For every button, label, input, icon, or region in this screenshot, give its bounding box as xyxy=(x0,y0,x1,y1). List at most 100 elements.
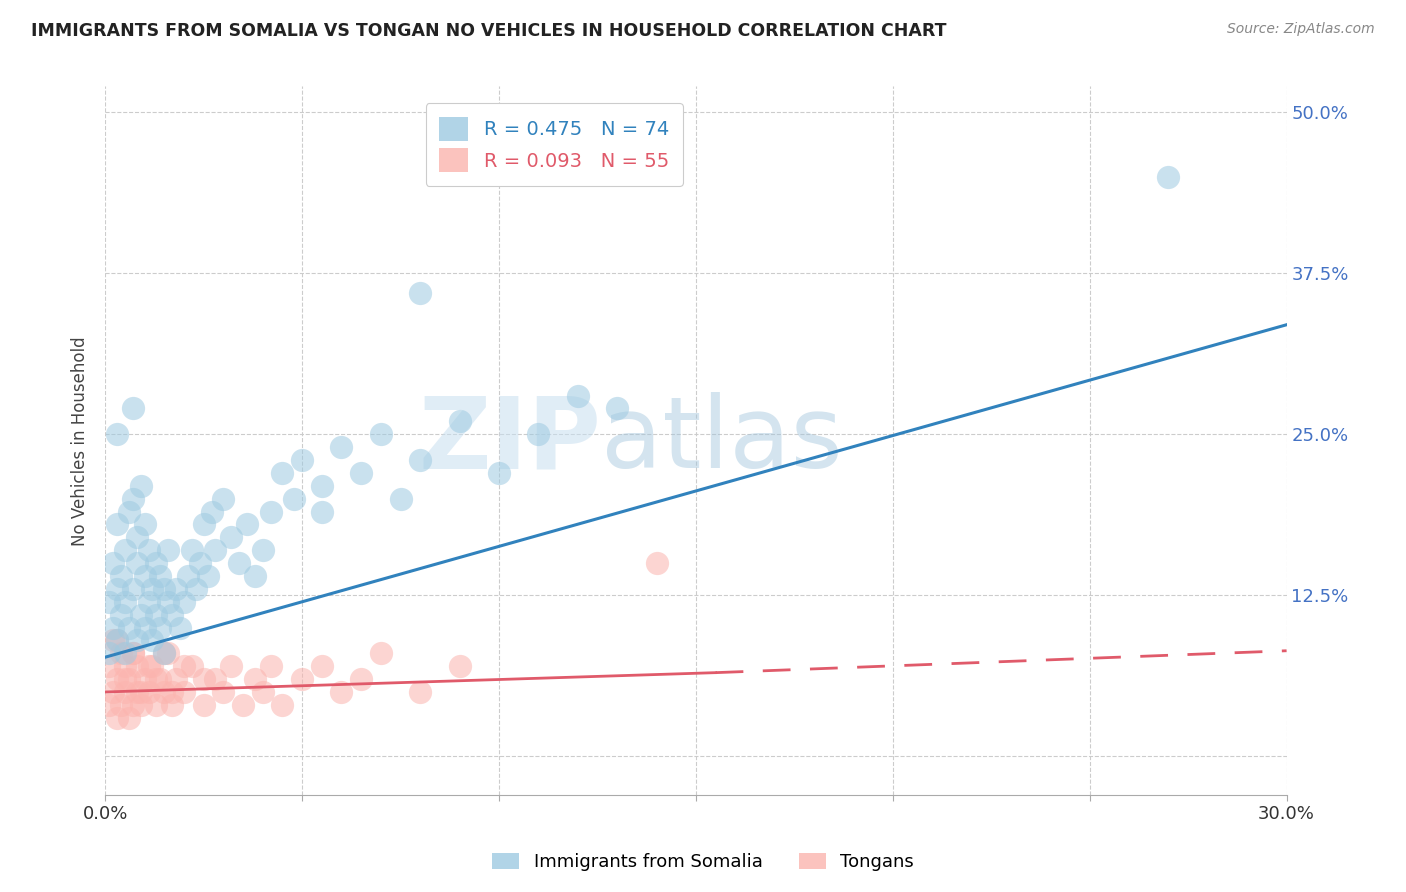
Point xyxy=(212,685,235,699)
Point xyxy=(173,685,195,699)
Point xyxy=(105,427,128,442)
Point xyxy=(180,659,202,673)
Point xyxy=(153,646,176,660)
Text: atlas: atlas xyxy=(602,392,844,489)
Point xyxy=(193,672,215,686)
Legend: R = 0.475   N = 74, R = 0.093   N = 55: R = 0.475 N = 74, R = 0.093 N = 55 xyxy=(426,103,683,186)
Point xyxy=(157,595,180,609)
Point xyxy=(1157,169,1180,184)
Point xyxy=(105,633,128,648)
Point xyxy=(184,582,207,596)
Point xyxy=(149,569,172,583)
Point xyxy=(212,491,235,506)
Point xyxy=(449,414,471,428)
Point xyxy=(350,672,373,686)
Point xyxy=(177,569,200,583)
Point xyxy=(121,491,143,506)
Point xyxy=(105,582,128,596)
Point xyxy=(291,672,314,686)
Point xyxy=(169,621,191,635)
Point xyxy=(101,556,124,570)
Point xyxy=(153,685,176,699)
Point xyxy=(105,711,128,725)
Point xyxy=(311,659,333,673)
Point xyxy=(105,633,128,648)
Point xyxy=(291,453,314,467)
Point xyxy=(232,698,254,712)
Point xyxy=(138,595,160,609)
Point xyxy=(121,698,143,712)
Point xyxy=(118,672,141,686)
Point xyxy=(193,517,215,532)
Point xyxy=(125,633,148,648)
Point xyxy=(114,595,136,609)
Point xyxy=(153,646,176,660)
Point xyxy=(252,685,274,699)
Point xyxy=(153,582,176,596)
Point xyxy=(449,659,471,673)
Point xyxy=(110,698,132,712)
Point xyxy=(165,582,187,596)
Point xyxy=(219,659,242,673)
Point xyxy=(110,646,132,660)
Point xyxy=(488,466,510,480)
Point xyxy=(330,685,353,699)
Point xyxy=(243,569,266,583)
Point xyxy=(101,621,124,635)
Point xyxy=(160,607,183,622)
Point xyxy=(160,698,183,712)
Point xyxy=(105,672,128,686)
Point xyxy=(125,685,148,699)
Point xyxy=(145,607,167,622)
Text: Source: ZipAtlas.com: Source: ZipAtlas.com xyxy=(1227,22,1375,37)
Point xyxy=(370,646,392,660)
Text: ZIP: ZIP xyxy=(419,392,602,489)
Y-axis label: No Vehicles in Household: No Vehicles in Household xyxy=(72,336,89,546)
Point xyxy=(389,491,412,506)
Point xyxy=(114,646,136,660)
Point xyxy=(606,401,628,416)
Legend: Immigrants from Somalia, Tongans: Immigrants from Somalia, Tongans xyxy=(485,846,921,879)
Point xyxy=(200,505,222,519)
Point xyxy=(98,659,121,673)
Text: IMMIGRANTS FROM SOMALIA VS TONGAN NO VEHICLES IN HOUSEHOLD CORRELATION CHART: IMMIGRANTS FROM SOMALIA VS TONGAN NO VEH… xyxy=(31,22,946,40)
Point xyxy=(129,685,152,699)
Point xyxy=(204,543,226,558)
Point xyxy=(125,530,148,544)
Point xyxy=(157,543,180,558)
Point xyxy=(173,659,195,673)
Point xyxy=(271,466,294,480)
Point xyxy=(141,582,163,596)
Point xyxy=(98,646,121,660)
Point xyxy=(409,285,432,300)
Point xyxy=(138,659,160,673)
Point xyxy=(110,569,132,583)
Point xyxy=(114,659,136,673)
Point xyxy=(149,621,172,635)
Point xyxy=(141,633,163,648)
Point xyxy=(118,621,141,635)
Point xyxy=(114,672,136,686)
Point xyxy=(409,453,432,467)
Point xyxy=(567,389,589,403)
Point xyxy=(121,646,143,660)
Point xyxy=(252,543,274,558)
Point xyxy=(193,698,215,712)
Point xyxy=(228,556,250,570)
Point xyxy=(180,543,202,558)
Point xyxy=(330,440,353,454)
Point xyxy=(129,607,152,622)
Point xyxy=(173,595,195,609)
Point xyxy=(160,685,183,699)
Point xyxy=(110,607,132,622)
Point xyxy=(157,646,180,660)
Point xyxy=(118,711,141,725)
Point xyxy=(271,698,294,712)
Point xyxy=(165,672,187,686)
Point xyxy=(145,672,167,686)
Point xyxy=(145,698,167,712)
Point xyxy=(138,543,160,558)
Point xyxy=(118,505,141,519)
Point xyxy=(259,505,281,519)
Point xyxy=(114,685,136,699)
